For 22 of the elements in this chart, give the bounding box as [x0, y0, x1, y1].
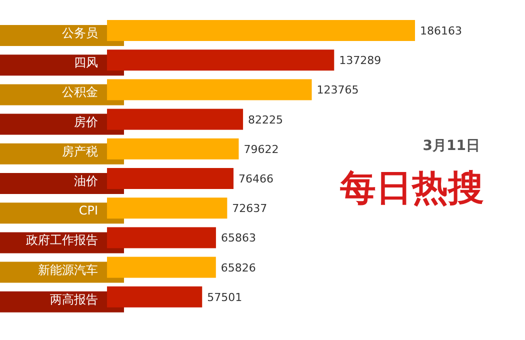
y-tick-label: 房价	[74, 114, 98, 129]
data-label: 65863	[220, 232, 256, 245]
y-tick-label: 政府工作报告	[26, 233, 98, 248]
y-tick-label: 房产税	[62, 144, 98, 158]
data-label: 186163	[420, 24, 462, 38]
data-label: 137289	[339, 54, 382, 68]
data-label: 123765	[316, 84, 359, 97]
data-label: 76466	[238, 172, 274, 186]
data-label: 57501	[207, 290, 242, 304]
y-tick-label: 四风	[74, 56, 98, 70]
y-tick-label: CPI	[78, 204, 98, 218]
y-tick-label: 公积金	[62, 85, 98, 100]
data-label: 82225	[248, 113, 284, 126]
y-tick-label: 新能源汽车	[38, 262, 98, 277]
y-tick-label: 油价	[74, 174, 98, 188]
y-tick-label: 两高报告	[50, 292, 98, 306]
data-label: 79622	[244, 142, 279, 156]
y-tick-label: 公务员	[62, 26, 98, 40]
text: 每日热搜	[339, 168, 484, 209]
data-label: 65826	[220, 261, 256, 274]
text: 3月11日	[422, 138, 480, 154]
data-label: 72637	[232, 202, 268, 216]
